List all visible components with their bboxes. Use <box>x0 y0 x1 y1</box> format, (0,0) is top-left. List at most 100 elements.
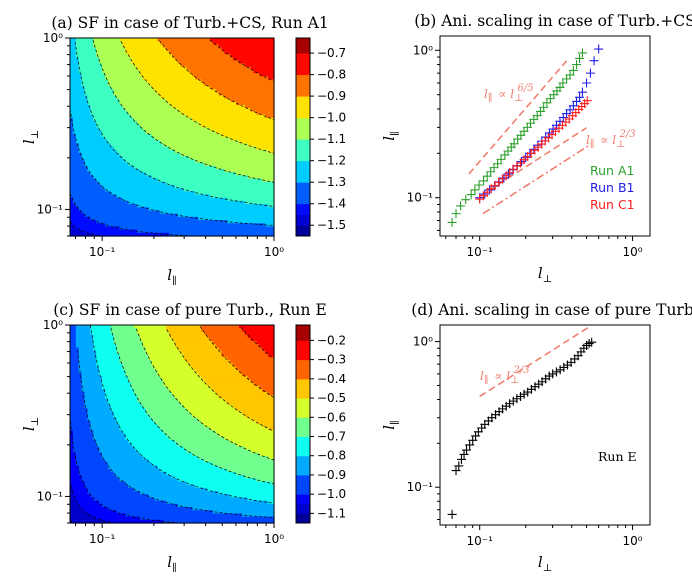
contour-cell <box>107 114 112 119</box>
contour-cell <box>87 471 91 476</box>
contour-cell <box>233 82 237 87</box>
contour-cell <box>75 487 80 492</box>
contour-cell <box>128 149 132 154</box>
panel-a-frame <box>69 37 275 237</box>
contour-cell <box>102 50 106 55</box>
contour-cell <box>113 98 118 103</box>
contour-cell <box>87 484 91 489</box>
contour-cell <box>177 140 182 144</box>
contour-cell <box>224 121 228 125</box>
contour-cell <box>186 188 191 192</box>
contour-cell <box>137 101 141 106</box>
contour-cell <box>233 50 237 55</box>
contour-cell <box>244 175 249 180</box>
contour-cell <box>70 392 74 396</box>
contour-cell <box>268 79 272 84</box>
contour-cell <box>268 73 272 77</box>
contour-cell <box>206 114 211 119</box>
contour-cell <box>218 133 223 138</box>
contour-cell <box>81 117 86 122</box>
contour-cell <box>96 207 100 212</box>
contour-cell <box>233 41 237 45</box>
contour-cell <box>250 57 255 61</box>
contour-cell <box>256 53 261 58</box>
contour-cell <box>119 156 124 160</box>
contour-cell <box>180 114 185 119</box>
contour-cell <box>259 149 263 154</box>
contour-cell <box>70 133 74 138</box>
contour-cell <box>262 149 266 154</box>
contour-cell <box>131 181 135 186</box>
contour-cell <box>125 66 129 71</box>
contour-cell <box>206 117 211 122</box>
contour-cell <box>72 197 77 202</box>
contour-cell <box>102 137 106 141</box>
contour-cell <box>128 127 132 132</box>
contour-cell <box>212 85 217 90</box>
contour-cell <box>116 175 121 180</box>
contour-cell <box>247 105 252 109</box>
contour-cell <box>131 105 135 109</box>
contour-cell <box>265 197 269 202</box>
contour-cell <box>189 232 193 237</box>
contour-cell <box>250 98 255 103</box>
contour-cell <box>75 337 80 342</box>
contour-cell <box>113 197 118 202</box>
contour-cell <box>75 216 80 221</box>
contour-cell <box>180 207 185 212</box>
contour-cell <box>113 229 118 234</box>
contour-cell <box>221 226 226 231</box>
contour-cell <box>134 232 138 237</box>
contour-cell <box>78 337 83 342</box>
contour-cell <box>259 204 263 208</box>
contour-cell <box>139 184 144 189</box>
contour-cell <box>233 60 237 65</box>
contour-cell <box>154 162 159 167</box>
contour-cell <box>230 85 234 90</box>
contour-cell <box>244 47 249 52</box>
contour-cell <box>259 210 263 215</box>
contour-cell <box>113 175 118 180</box>
contour-cell <box>128 89 132 93</box>
contour-cell <box>163 117 167 122</box>
contour-cell <box>172 149 176 154</box>
contour-cell <box>113 108 118 113</box>
contour-cell <box>148 41 153 45</box>
contour-cell <box>102 124 106 129</box>
contour-cell <box>189 143 193 148</box>
contour-cell <box>221 69 226 74</box>
contour-cell <box>169 117 173 122</box>
contour-cell <box>131 63 135 68</box>
contour-cell <box>244 117 249 122</box>
contour-cell <box>236 130 240 135</box>
contour-cell <box>253 143 258 148</box>
contour-cell <box>87 44 91 49</box>
contour-cell <box>139 213 144 218</box>
contour-cell <box>169 140 173 144</box>
contour-cell <box>189 204 193 208</box>
contour-cell <box>157 85 161 90</box>
contour-cell <box>99 98 103 103</box>
contour-cell <box>236 133 240 138</box>
contour-cell <box>96 130 100 135</box>
contour-cell <box>183 114 188 119</box>
data-point <box>582 96 592 106</box>
contour-cell <box>128 168 132 173</box>
contour-cell <box>90 229 94 234</box>
contour-cell <box>84 66 89 71</box>
contour-cell <box>81 111 86 116</box>
contour-cell <box>212 38 217 42</box>
contour-cell <box>113 76 118 81</box>
contour-cell <box>78 404 83 409</box>
contour-cell <box>268 95 272 100</box>
contour-cell <box>227 76 231 81</box>
contour-cell <box>247 172 252 176</box>
contour-cell <box>265 66 269 71</box>
contour-cell <box>139 117 144 122</box>
contour-cell <box>154 47 159 52</box>
contour-cell <box>84 478 89 483</box>
contour-cell <box>247 194 252 199</box>
contour-cell <box>125 229 129 234</box>
contour-cell <box>122 63 126 68</box>
contour-cell <box>218 140 223 144</box>
